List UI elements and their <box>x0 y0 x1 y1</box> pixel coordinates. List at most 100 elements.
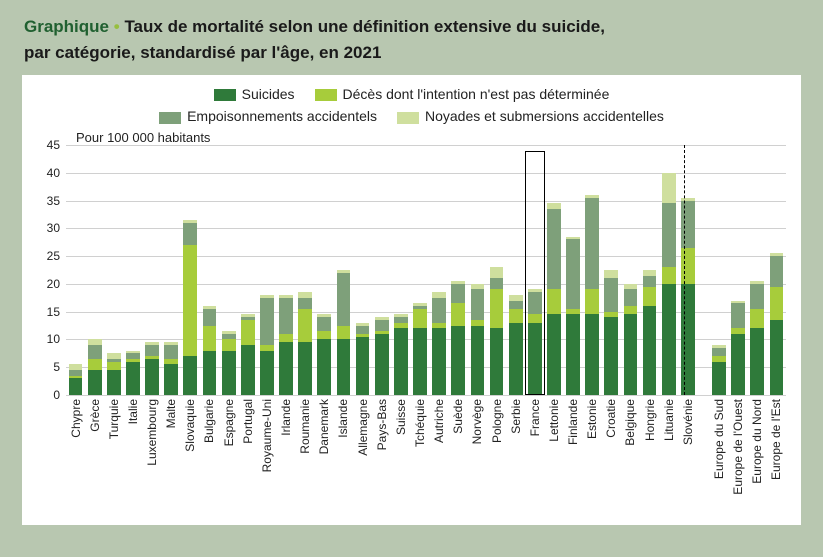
title-line-2: par catégorie, standardisé par l'âge, en… <box>24 40 799 66</box>
x-tick-label: Luxembourg <box>145 395 159 466</box>
bar-segment <box>260 351 274 395</box>
x-tick-label: Serbie <box>509 395 523 434</box>
bar-segment <box>107 353 121 359</box>
bar-column: Malte <box>164 145 178 395</box>
bar-segment <box>126 362 140 395</box>
bar-column: Finlande <box>566 145 580 395</box>
bar-segment <box>566 309 580 315</box>
bar-segment <box>88 339 102 345</box>
bar-segment <box>585 198 599 290</box>
bar-segment <box>681 248 695 284</box>
bar-column: Belgique <box>624 145 638 395</box>
title-bullet: • <box>114 17 120 36</box>
bar-segment <box>279 334 293 342</box>
bar-segment <box>222 334 236 340</box>
bar-column: Grèce <box>88 145 102 395</box>
bar-segment <box>107 362 121 370</box>
x-tick-label: Europe de l'Est <box>769 395 783 480</box>
bar-segment <box>337 339 351 395</box>
bar-segment <box>750 284 764 309</box>
bar-segment <box>624 314 638 395</box>
bar-segment <box>643 306 657 395</box>
bar-column: Roumanie <box>298 145 312 395</box>
bar-segment <box>279 298 293 334</box>
x-tick-label: Espagne <box>222 395 236 446</box>
bar-segment <box>624 306 638 314</box>
bar-segment <box>203 351 217 395</box>
x-tick-label: Hongrie <box>643 395 657 441</box>
bar-column: Suisse <box>394 145 408 395</box>
x-tick-label: Irlande <box>279 395 293 436</box>
bar-column: Luxembourg <box>145 145 159 395</box>
x-tick-label: Suisse <box>394 395 408 435</box>
bar-column: Portugal <box>241 145 255 395</box>
bar-segment <box>681 284 695 395</box>
bar-segment <box>643 270 657 276</box>
bar-segment <box>279 295 293 298</box>
legend-item: Décès dont l'intention n'est pas détermi… <box>315 83 610 105</box>
bar-column: Europe de l'Est <box>770 145 784 395</box>
bar-column: Danemark <box>317 145 331 395</box>
bar-segment <box>317 331 331 339</box>
bar-segment <box>317 339 331 395</box>
x-tick-label: Islande <box>336 395 350 438</box>
x-tick-label: Portugal <box>241 395 255 444</box>
bar-segment <box>712 348 726 356</box>
bar-segment <box>145 356 159 359</box>
y-tick-label: 5 <box>32 360 60 374</box>
bar-column: Croatie <box>604 145 618 395</box>
bar-segment <box>337 273 351 326</box>
bar-segment <box>662 284 676 395</box>
bar-segment <box>145 342 159 345</box>
x-tick-label: Malte <box>164 395 178 428</box>
bar-segment <box>107 359 121 362</box>
bar-segment <box>88 359 102 370</box>
bar-column: Turquie <box>107 145 121 395</box>
bar-segment <box>241 345 255 395</box>
bar-segment <box>126 353 140 359</box>
x-tick-label: Belgique <box>623 395 637 446</box>
legend-label: Empoisonnements accidentels <box>187 108 377 124</box>
bar-column: Tchéquie <box>413 145 427 395</box>
bar-segment <box>260 345 274 351</box>
bar-segment <box>203 326 217 351</box>
bar-segment <box>375 317 389 320</box>
bar-segment <box>490 328 504 395</box>
bar-segment <box>528 289 542 292</box>
bar-segment <box>604 312 618 318</box>
chart-area: SuicidesDécès dont l'intention n'est pas… <box>22 75 801 525</box>
bar-segment <box>298 292 312 298</box>
bar-segment <box>337 270 351 273</box>
y-tick-label: 35 <box>32 194 60 208</box>
x-tick-label: Pologne <box>490 395 504 443</box>
legend-swatch <box>214 89 236 101</box>
legend-swatch <box>315 89 337 101</box>
bar-segment <box>164 345 178 359</box>
bar-segment <box>432 298 446 323</box>
bar-segment <box>712 362 726 395</box>
bar-segment <box>509 309 523 323</box>
bar-segment <box>566 237 580 240</box>
bar-segment <box>509 301 523 309</box>
bar-segment <box>69 376 83 379</box>
bar-segment <box>356 326 370 334</box>
bar-segment <box>624 284 638 290</box>
x-tick-label: Finlande <box>566 395 580 445</box>
bar-column: Autriche <box>432 145 446 395</box>
x-tick-label: Europe de l'Ouest <box>731 395 745 495</box>
bar-column: Estonie <box>585 145 599 395</box>
title-line-1: Graphique • Taux de mortalité selon une … <box>24 14 799 40</box>
bar-segment <box>750 281 764 284</box>
x-tick-label: Turquie <box>107 395 121 439</box>
bar-column: Espagne <box>222 145 236 395</box>
chart-title-block: Graphique • Taux de mortalité selon une … <box>0 0 823 75</box>
bar-segment <box>750 328 764 395</box>
x-tick-label: Italie <box>126 395 140 424</box>
bar-segment <box>432 292 446 298</box>
bar-segment <box>317 317 331 331</box>
bar-segment <box>451 303 465 325</box>
bar-segment <box>183 245 197 356</box>
bar-segment <box>662 173 676 204</box>
legend-swatch <box>159 112 181 124</box>
bar-column: Slovénie <box>681 145 695 395</box>
